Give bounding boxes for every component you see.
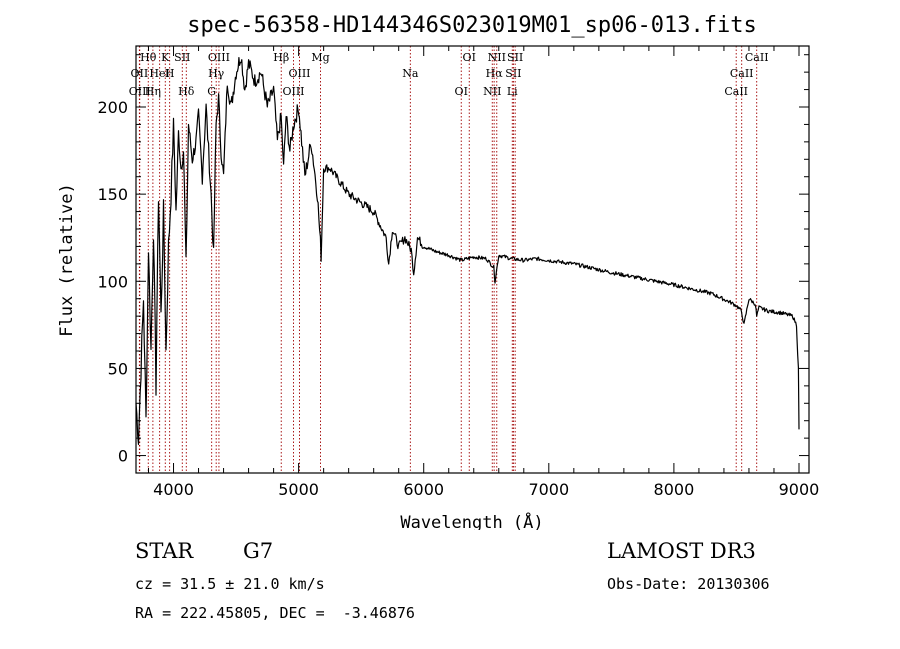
spectral-line-label: NII [483,85,501,98]
x-tick-label: 4000 [153,480,194,499]
spectral-line-label: NII [488,51,506,64]
y-tick-label: 200 [97,98,128,117]
spectral-line-label: CaII [745,51,769,64]
spectral-line-label: OI [455,85,468,98]
spectral-line-label: OIII [208,51,230,64]
spectrum-chart: spec-56358-HD144346S023019M01_sp06-013.f… [57,13,819,530]
spectral-line-label: OIII [129,85,151,98]
spectral-line-label: Hη [145,85,161,98]
x-tick-label: 5000 [278,480,319,499]
spectral-line-label: Hβ [273,51,289,64]
spectral-class: G7 [243,539,274,563]
spectral-line-label: Mg [311,51,329,64]
spectral-line-label: SII [505,67,521,80]
x-tick-label: 8000 [654,480,695,499]
spectral-line-label: Hδ [178,85,195,98]
spectral-line-label: Li [507,85,518,98]
y-tick-label: 50 [108,359,128,378]
spectrum-line [135,57,800,445]
y-tick-label: 150 [97,185,128,204]
spectral-line-label: CaII [730,67,754,80]
spectral-line-label: HeI [149,67,169,80]
spectral-line-label: OIII [282,85,304,98]
y-tick-label: 100 [97,272,128,291]
x-axis-label: Wavelength (Å) [400,511,543,530]
spectral-line-label: Hγ [208,67,225,80]
y-tick-label: 0 [118,447,128,466]
spectral-line-label: SII [507,51,523,64]
spectral-line-label: G [207,85,216,98]
spectral-line-label: OI [463,51,476,64]
spectral-line-label: K [161,51,170,64]
spectral-line-label: H [165,67,175,80]
spectral-line-label: Hθ [140,51,157,64]
spectral-line-label: Hα [486,67,504,80]
redshift-velocity: cz = 31.5 ± 21.0 km/s [135,575,325,593]
spectral-line-label: SII [174,51,190,64]
x-tick-label: 6000 [403,480,444,499]
x-tick-label: 9000 [779,480,820,499]
survey-name: LAMOST DR3 [607,539,756,563]
spectral-line-label: OII [131,67,149,80]
axis-ticks-layer: 4000 5000 6000 7000 8000 9000 0 50 100 150 200 [97,46,819,499]
observation-date: Obs-Date: 20130306 [607,575,770,593]
chart-title: spec-56358-HD144346S023019M01_sp06-013.f… [187,13,757,38]
y-axis-label: Flux (relative) [57,183,77,337]
spectral-lines-layer: HθOIIOIIIKHeIHηSIIHHδOIIIHγGHβOIIIOIIIMg… [129,46,769,473]
spectral-line-label: Na [402,67,419,80]
spectral-line-label: OIII [288,67,310,80]
object-type: STAR [135,539,194,563]
plot-frame [135,45,810,474]
x-tick-label: 7000 [528,480,569,499]
spectral-line-label: CaII [724,85,748,98]
coordinates: RA = 222.45805, DEC = -3.46876 [135,604,415,622]
